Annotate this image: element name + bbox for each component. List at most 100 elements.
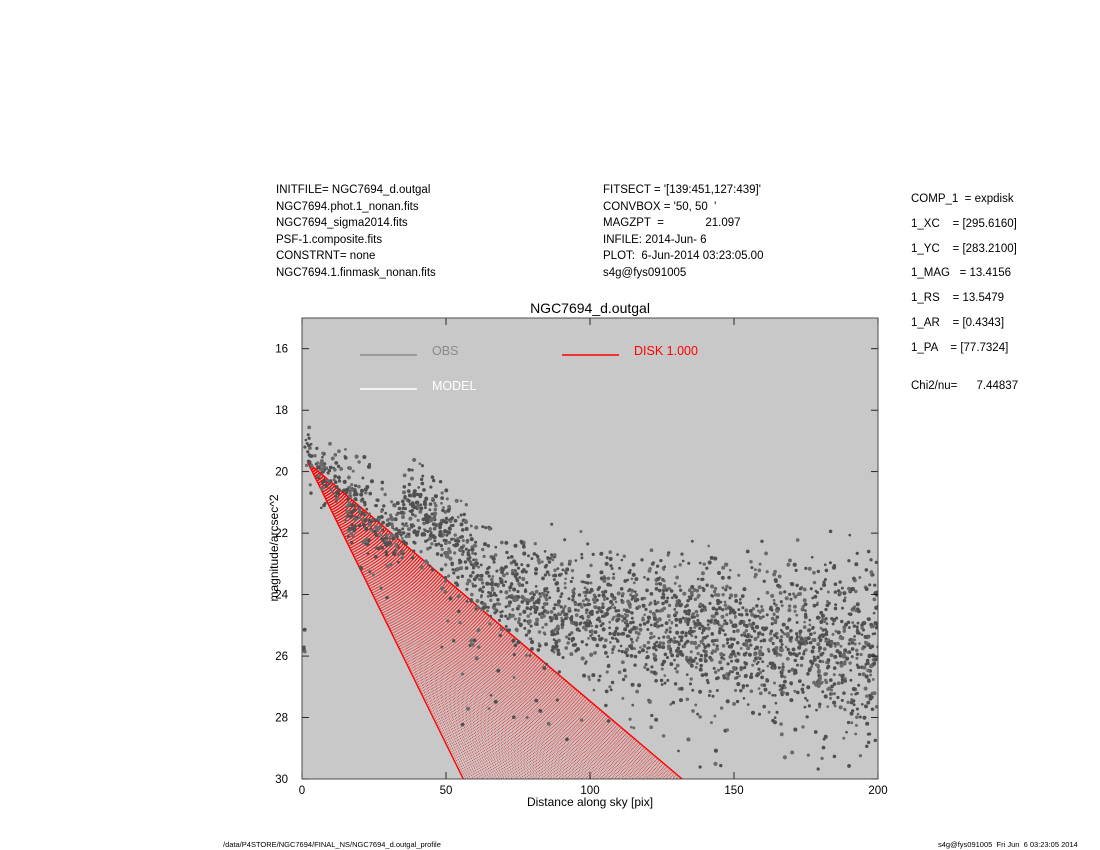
- obs-point: [701, 636, 705, 639]
- obs-point: [564, 577, 567, 581]
- obs-point: [351, 534, 355, 538]
- obs-point: [773, 693, 777, 697]
- obs-point: [373, 518, 377, 523]
- obs-point: [728, 655, 733, 659]
- obs-point: [686, 737, 691, 742]
- obs-point: [643, 613, 646, 617]
- obs-point: [422, 532, 427, 537]
- obs-point: [798, 632, 802, 636]
- obs-point: [675, 663, 680, 668]
- obs-point: [745, 612, 749, 617]
- obs-point: [586, 588, 589, 591]
- obs-point: [320, 486, 325, 491]
- obs-point: [739, 646, 743, 650]
- obs-point: [526, 600, 530, 604]
- obs-point: [419, 503, 423, 507]
- obs-point: [835, 649, 840, 654]
- obs-point: [506, 556, 510, 560]
- obs-point: [861, 672, 866, 677]
- obs-point: [552, 606, 556, 611]
- obs-point: [357, 515, 361, 519]
- obs-point: [438, 522, 443, 527]
- obs-point: [416, 504, 420, 509]
- obs-point: [546, 556, 550, 560]
- obs-point: [818, 634, 822, 638]
- obs-point: [774, 701, 778, 705]
- obs-point: [611, 651, 614, 655]
- obs-point: [380, 487, 384, 491]
- obs-point: [704, 672, 709, 677]
- obs-point: [602, 644, 607, 649]
- obs-point: [428, 508, 432, 512]
- obs-point: [616, 553, 619, 556]
- obs-point: [710, 584, 715, 589]
- obs-point: [584, 590, 589, 595]
- obs-point: [842, 691, 846, 695]
- obs-point: [395, 513, 399, 517]
- obs-point: [580, 656, 585, 661]
- obs-point: [373, 554, 378, 559]
- obs-point: [402, 502, 406, 507]
- obs-point: [471, 566, 476, 570]
- obs-point: [589, 652, 594, 657]
- obs-point: [366, 464, 372, 469]
- obs-point: [807, 566, 812, 571]
- obs-point: [698, 626, 702, 630]
- obs-point: [636, 636, 640, 640]
- obs-point: [677, 749, 680, 753]
- obs-point: [845, 730, 848, 734]
- obs-point: [448, 596, 453, 601]
- obs-point: [419, 550, 423, 554]
- obs-point: [349, 540, 354, 544]
- obs-point: [364, 491, 368, 495]
- obs-point: [530, 640, 535, 645]
- obs-point: [765, 613, 769, 617]
- obs-point: [504, 590, 509, 595]
- disk-line: [307, 462, 491, 779]
- obs-point: [440, 496, 444, 500]
- obs-point: [327, 482, 331, 486]
- obs-point: [632, 581, 636, 585]
- obs-point: [773, 716, 777, 720]
- obs-point: [608, 550, 613, 554]
- obs-point: [581, 599, 585, 603]
- obs-point: [522, 609, 527, 614]
- obs-point: [673, 581, 677, 585]
- obs-point: [683, 642, 687, 646]
- disk-line: [307, 462, 556, 779]
- obs-point: [474, 558, 478, 562]
- obs-point: [799, 656, 804, 661]
- obs-point: [426, 546, 430, 551]
- obs-point: [586, 614, 591, 619]
- obs-point: [853, 642, 857, 646]
- obs-point: [665, 588, 669, 592]
- obs-point: [495, 569, 499, 573]
- obs-point: [463, 560, 468, 564]
- obs-point: [447, 550, 452, 555]
- obs-point: [677, 642, 681, 647]
- obs-point: [673, 636, 677, 640]
- obs-point: [601, 593, 606, 597]
- obs-point: [781, 690, 786, 695]
- obs-point: [497, 618, 502, 622]
- obs-point: [711, 614, 716, 619]
- obs-point: [584, 660, 588, 664]
- obs-point: [414, 500, 419, 505]
- obs-point: [431, 496, 435, 500]
- obs-point: [767, 710, 771, 714]
- obs-point: [833, 642, 837, 646]
- obs-point: [647, 699, 652, 704]
- obs-point: [606, 719, 611, 723]
- obs-point: [858, 642, 861, 645]
- obs-point: [777, 666, 781, 670]
- disk-line: [307, 462, 532, 779]
- obs-point: [663, 565, 667, 569]
- disk-line: [307, 462, 518, 779]
- obs-point: [776, 652, 781, 656]
- obs-point: [453, 533, 457, 537]
- obs-point: [730, 659, 733, 663]
- obs-point: [528, 592, 532, 596]
- obs-point: [765, 678, 770, 683]
- obs-point: [484, 526, 488, 530]
